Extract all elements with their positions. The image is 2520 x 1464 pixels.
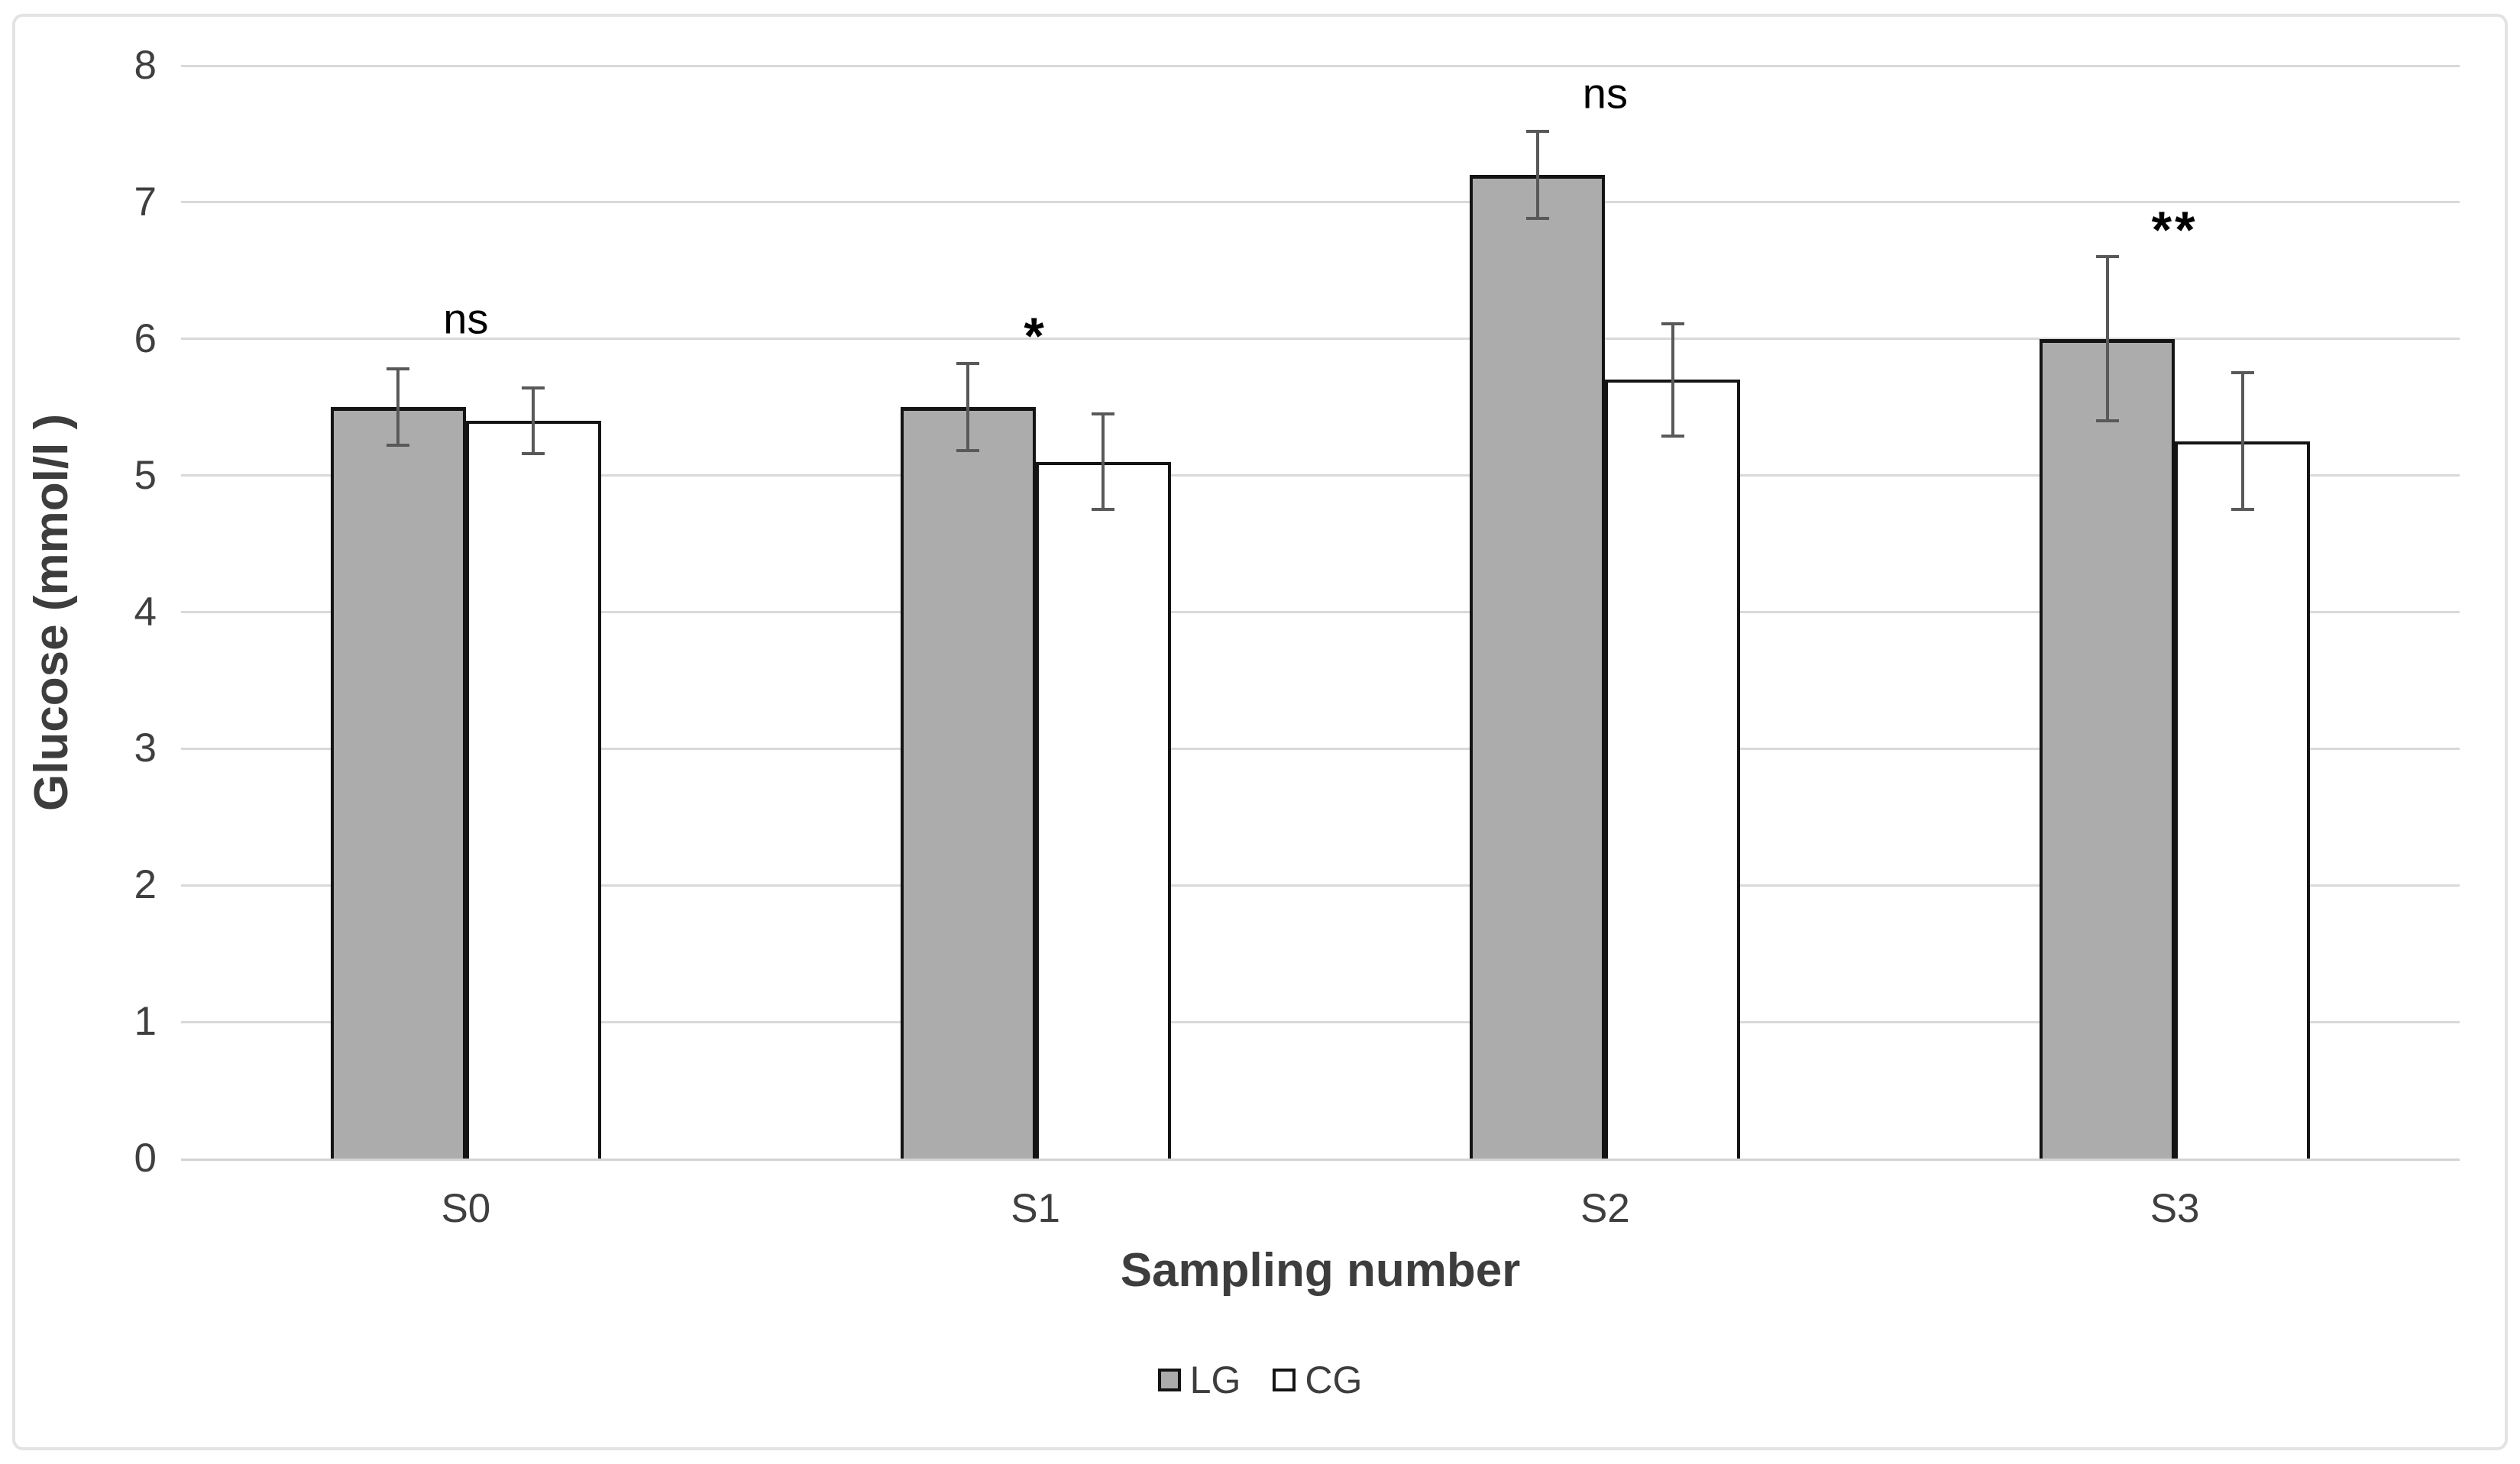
y-tick-label-6: 6 bbox=[134, 315, 157, 361]
error-bar-cg-s2 bbox=[1671, 324, 1674, 436]
bar-lg-s0 bbox=[330, 407, 466, 1159]
legend-item-cg: CG bbox=[1273, 1358, 1362, 1402]
gridline-y4 bbox=[181, 611, 2460, 613]
y-tick-label-2: 2 bbox=[134, 862, 157, 908]
bar-cg-s1 bbox=[1035, 461, 1171, 1159]
y-tick-label-0: 0 bbox=[134, 1136, 157, 1181]
legend-swatch-lg-icon bbox=[1157, 1369, 1181, 1391]
significance-annotation-s3: ** bbox=[2151, 200, 2198, 259]
error-cap-top-lg-s2 bbox=[1525, 129, 1549, 133]
y-tick-label-1: 1 bbox=[134, 999, 157, 1045]
x-category-label-s0: S0 bbox=[441, 1186, 491, 1231]
gridline-y6 bbox=[181, 338, 2460, 341]
bar-cg-s2 bbox=[1605, 380, 1741, 1159]
bar-cg-s0 bbox=[465, 421, 601, 1159]
y-tick-label-4: 4 bbox=[134, 589, 157, 635]
x-category-label-s2: S2 bbox=[1580, 1186, 1630, 1231]
gridline-y5 bbox=[181, 474, 2460, 477]
error-cap-top-cg-s3 bbox=[2230, 371, 2254, 375]
error-cap-top-cg-s0 bbox=[522, 386, 545, 390]
legend-label-lg: LG bbox=[1189, 1359, 1241, 1401]
y-tick-label-7: 7 bbox=[134, 179, 157, 225]
error-cap-top-cg-s1 bbox=[1092, 412, 1115, 416]
error-bar-cg-s3 bbox=[2240, 373, 2244, 510]
error-bar-cg-s1 bbox=[1101, 414, 1105, 510]
error-cap-bottom-cg-s1 bbox=[1092, 508, 1115, 512]
significance-annotation-s0: ns bbox=[443, 294, 489, 343]
y-axis-tick-labels: 0 1 2 3 4 5 6 7 8 bbox=[0, 43, 157, 1181]
gridline-y3 bbox=[181, 747, 2460, 750]
error-cap-bottom-lg-s0 bbox=[387, 444, 410, 448]
error-bar-cg-s0 bbox=[532, 388, 535, 454]
bar-lg-s1 bbox=[900, 407, 1036, 1159]
legend-item-lg: LG bbox=[1157, 1358, 1241, 1402]
bar-lg-s3 bbox=[2040, 338, 2175, 1159]
plot-area: ns * ns ** bbox=[181, 64, 2460, 1161]
x-axis-category-labels: S0 S1 S2 S3 bbox=[181, 1185, 2460, 1239]
legend-label-cg: CG bbox=[1305, 1359, 1363, 1401]
gridline-y7 bbox=[181, 201, 2460, 204]
x-category-label-s1: S1 bbox=[1011, 1186, 1061, 1231]
legend: LG CG bbox=[0, 1358, 2520, 1402]
error-bar-lg-s3 bbox=[2105, 257, 2109, 422]
y-tick-label-3: 3 bbox=[134, 726, 157, 771]
error-bar-lg-s2 bbox=[1535, 131, 1539, 219]
gridline-y1 bbox=[181, 1020, 2460, 1023]
legend-swatch-cg-icon bbox=[1273, 1369, 1296, 1391]
error-bar-lg-s0 bbox=[396, 369, 400, 446]
significance-annotation-s1: * bbox=[1024, 307, 1047, 366]
gridline-y8 bbox=[181, 64, 2460, 67]
error-cap-top-lg-s0 bbox=[387, 367, 410, 371]
y-tick-label-5: 5 bbox=[134, 452, 157, 498]
x-axis-title: Sampling number bbox=[1120, 1244, 1521, 1297]
gridline-y2 bbox=[181, 884, 2460, 887]
error-cap-top-lg-s3 bbox=[2095, 255, 2119, 259]
bar-cg-s3 bbox=[2175, 441, 2311, 1159]
bar-lg-s2 bbox=[1470, 175, 1606, 1159]
error-cap-top-cg-s2 bbox=[1661, 322, 1684, 326]
error-bar-lg-s1 bbox=[966, 363, 970, 451]
error-cap-bottom-cg-s2 bbox=[1661, 434, 1684, 438]
significance-annotation-s2: ns bbox=[1582, 69, 1628, 118]
y-tick-label-8: 8 bbox=[134, 43, 157, 88]
error-cap-bottom-lg-s1 bbox=[956, 449, 980, 453]
error-cap-bottom-lg-s3 bbox=[2095, 419, 2119, 423]
x-category-label-s3: S3 bbox=[2150, 1186, 2200, 1231]
error-cap-bottom-cg-s0 bbox=[522, 452, 545, 456]
error-cap-bottom-cg-s3 bbox=[2230, 508, 2254, 512]
error-cap-bottom-lg-s2 bbox=[1525, 217, 1549, 221]
error-cap-top-lg-s1 bbox=[956, 361, 980, 365]
